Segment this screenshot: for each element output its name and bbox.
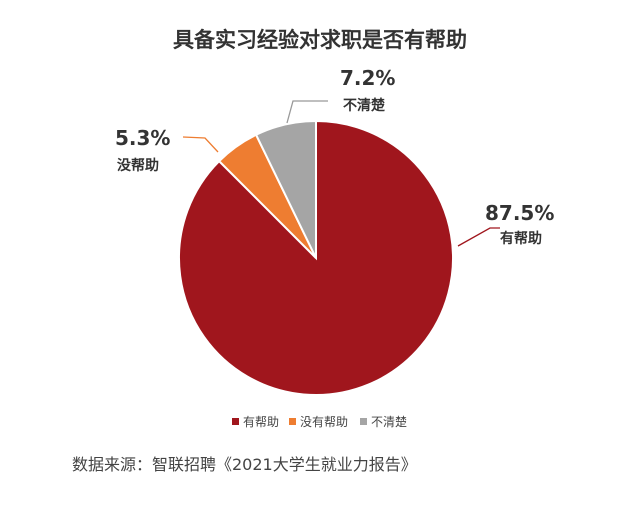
leader-line-0 bbox=[457, 227, 500, 247]
legend-label-2: 不清楚 bbox=[371, 415, 407, 429]
slice-label-1: 没帮助 bbox=[117, 157, 159, 174]
slice-percent-1: 5.3% bbox=[115, 126, 170, 150]
legend-swatch-0 bbox=[232, 418, 239, 425]
pie-slice-0 bbox=[178, 119, 454, 396]
legend-swatch-2 bbox=[360, 418, 367, 425]
chart-title: 具备实习经验对求职是否有帮助 bbox=[173, 28, 467, 52]
legend-label-0: 有帮助 bbox=[243, 415, 279, 429]
legend-swatch-1 bbox=[289, 418, 296, 425]
slice-label-2: 不清楚 bbox=[343, 97, 386, 114]
slice-percent-2: 7.2% bbox=[340, 66, 395, 90]
data-source: 数据来源：智联招聘《2021大学生就业力报告》 bbox=[72, 455, 417, 474]
pie-slice-2 bbox=[254, 119, 317, 259]
legend-label-1: 没有帮助 bbox=[300, 414, 348, 429]
leader-line-1 bbox=[182, 136, 219, 153]
slice-percent-0: 87.5% bbox=[485, 201, 554, 225]
leader-line-2 bbox=[286, 100, 328, 124]
slice-label-0: 有帮助 bbox=[500, 230, 542, 247]
